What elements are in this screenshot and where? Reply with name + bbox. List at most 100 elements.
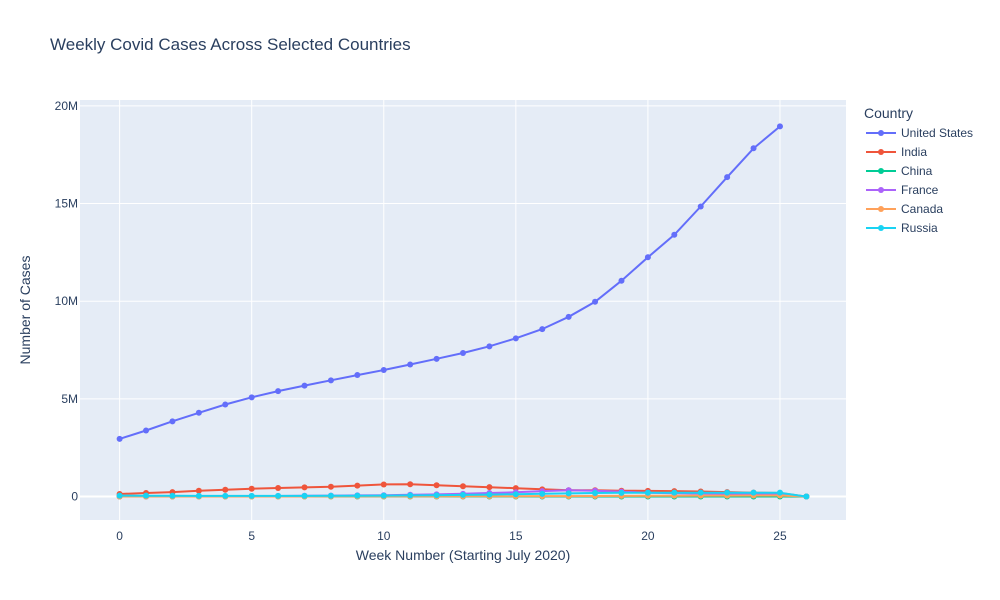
data-point-russia <box>486 491 493 498</box>
data-point-united-states <box>407 361 414 368</box>
legend-item-russia[interactable]: Russia <box>866 221 938 235</box>
data-point-united-states <box>433 355 440 362</box>
legend-label: Canada <box>901 202 943 216</box>
data-point-united-states <box>143 427 150 434</box>
data-point-india <box>354 482 361 489</box>
legend: Country United States India China France Can… <box>864 105 973 235</box>
data-point-russia <box>195 492 202 499</box>
data-point-united-states <box>644 254 651 261</box>
x-tick-label: 5 <box>248 529 255 543</box>
data-point-india <box>380 481 387 488</box>
x-tick-label: 0 <box>116 529 123 543</box>
series-united-states <box>116 123 783 442</box>
chart-title: Weekly Covid Cases Across Selected Count… <box>50 35 411 54</box>
x-tick-label: 10 <box>377 529 391 543</box>
data-point-russia <box>512 491 519 498</box>
legend-label: China <box>901 164 933 178</box>
data-point-russia <box>407 492 414 499</box>
x-tick-label: 15 <box>509 529 523 543</box>
data-point-russia <box>327 492 334 499</box>
x-axis-ticks: 0 5 10 15 20 25 <box>116 529 787 543</box>
data-point-united-states <box>776 123 783 130</box>
data-point-united-states <box>697 203 704 210</box>
y-axis-label: Number of Cases <box>17 256 33 365</box>
data-point-india <box>407 481 414 488</box>
data-point-russia <box>460 491 466 498</box>
data-point-russia <box>697 489 704 496</box>
data-point-russia <box>644 489 651 496</box>
data-point-united-states <box>275 388 282 395</box>
legend-label: United States <box>901 126 973 140</box>
data-point-united-states <box>512 335 519 342</box>
data-point-india <box>512 485 519 492</box>
legend-item-india[interactable]: India <box>866 145 927 159</box>
y-tick-label: 20M <box>55 99 78 113</box>
y-tick-label: 15M <box>55 197 78 211</box>
data-point-united-states <box>301 382 308 389</box>
data-point-india <box>486 484 493 491</box>
data-point-united-states <box>618 277 625 284</box>
data-point-russia <box>592 490 599 497</box>
data-point-united-states <box>248 394 255 401</box>
legend-swatch-marker <box>878 225 884 231</box>
y-tick-label: 0 <box>71 490 78 504</box>
data-point-russia <box>116 492 123 499</box>
x-axis-label: Week Number (Starting July 2020) <box>356 547 571 563</box>
data-point-united-states <box>222 401 229 408</box>
data-point-russia <box>222 492 229 499</box>
data-point-united-states <box>169 418 176 425</box>
data-point-united-states <box>116 435 123 442</box>
data-point-russia <box>618 489 625 496</box>
legend-swatch-marker <box>878 187 884 193</box>
legend-swatch-marker <box>878 206 884 212</box>
legend-item-canada[interactable]: Canada <box>866 202 943 216</box>
data-point-india <box>195 487 202 494</box>
data-point-russia <box>724 489 731 496</box>
data-point-india <box>301 484 308 491</box>
plot-background <box>80 100 846 520</box>
legend-label: India <box>901 145 927 159</box>
data-point-india <box>248 485 255 492</box>
data-point-united-states <box>486 343 493 350</box>
series-russia <box>116 489 810 500</box>
data-point-united-states <box>724 174 731 181</box>
data-point-united-states <box>354 372 361 379</box>
legend-item-united-states[interactable]: United States <box>866 126 973 140</box>
legend-swatch-marker <box>878 130 884 136</box>
legend-label: Russia <box>901 221 938 235</box>
data-point-russia <box>433 492 440 499</box>
legend-title: Country <box>864 105 913 121</box>
data-point-russia <box>565 490 572 497</box>
data-point-russia <box>803 493 810 500</box>
data-point-united-states <box>539 326 546 333</box>
x-tick-label: 20 <box>641 529 655 543</box>
series-layer <box>116 123 810 500</box>
data-point-russia <box>169 492 176 499</box>
data-point-india <box>460 483 466 490</box>
data-point-india <box>433 482 440 489</box>
series-line-united-states <box>119 125 781 440</box>
data-point-russia <box>539 490 546 497</box>
legend-item-france[interactable]: France <box>866 183 939 197</box>
data-point-russia <box>143 492 150 499</box>
data-point-russia <box>354 492 361 499</box>
data-point-india <box>222 486 229 493</box>
data-point-india <box>275 484 282 491</box>
data-point-united-states <box>565 313 572 320</box>
y-tick-label: 10M <box>55 294 78 308</box>
data-point-united-states <box>460 349 466 356</box>
data-point-united-states <box>750 145 757 152</box>
data-point-united-states <box>380 366 387 373</box>
legend-item-china[interactable]: China <box>866 164 933 178</box>
data-point-russia <box>301 492 308 499</box>
data-point-russia <box>380 492 387 499</box>
x-tick-label: 25 <box>773 529 787 543</box>
data-point-united-states <box>327 377 334 384</box>
data-point-russia <box>275 492 282 499</box>
data-point-united-states <box>592 298 599 305</box>
data-point-india <box>327 483 334 490</box>
y-axis-ticks: 0 5M 10M 15M 20M <box>55 99 79 504</box>
data-point-russia <box>671 489 678 496</box>
data-point-united-states <box>671 231 678 238</box>
